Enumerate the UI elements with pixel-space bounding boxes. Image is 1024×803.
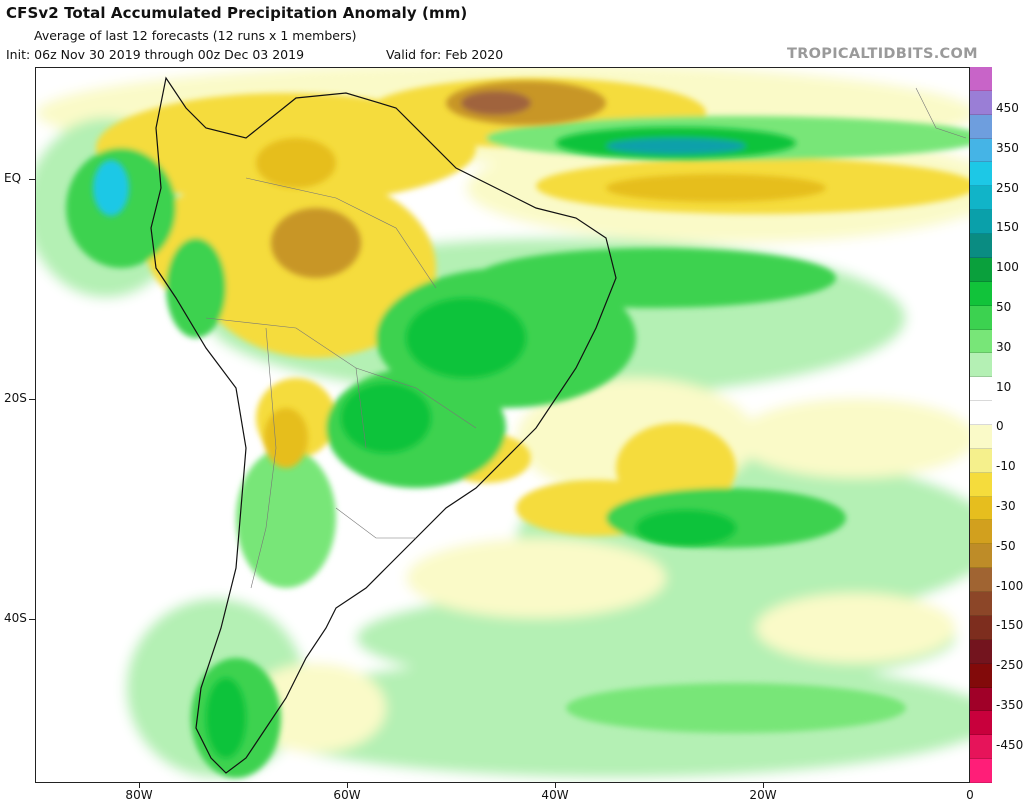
- colorbar-segment: [970, 377, 992, 402]
- init-time: Init: 06z Nov 30 2019 through 00z Dec 03…: [6, 47, 305, 62]
- colorbar-segment: [970, 114, 992, 139]
- lon-label-40w: 40W: [541, 788, 569, 802]
- colorbar-segment: [970, 186, 992, 211]
- colorbar-label: -50: [996, 538, 1016, 553]
- colorbar-segment: [970, 568, 992, 593]
- colorbar-segment: [970, 305, 992, 330]
- anomaly-field-strong: [93, 81, 826, 758]
- valid-time: Valid for: Feb 2020: [386, 47, 504, 62]
- colorbar-segment: [970, 544, 992, 569]
- lat-tick: [29, 619, 35, 620]
- lat-label-eq: EQ: [4, 171, 22, 185]
- colorbar-segment: [970, 425, 992, 449]
- colorbar-segment: [970, 759, 992, 783]
- colorbar-segment: [970, 234, 992, 258]
- colorbar-label: 250: [996, 180, 1019, 195]
- colorbar-segment: [970, 520, 992, 545]
- colorbar-label: -350: [996, 698, 1024, 712]
- chart-subtitle: Average of last 12 forecasts (12 runs x …: [34, 28, 357, 43]
- colorbar-label: 30: [996, 339, 1012, 354]
- colorbar-segment: [970, 67, 992, 91]
- lon-tick: [139, 783, 140, 788]
- lon-tick: [555, 783, 556, 788]
- colorbar-label: -100: [996, 578, 1024, 593]
- colorbar-label: -450: [996, 737, 1024, 752]
- lon-tick: [347, 783, 348, 788]
- colorbar-segment: [970, 401, 992, 425]
- colorbar-segment: [970, 663, 992, 688]
- colorbar-segment: [970, 210, 992, 235]
- lon-label-0: 0: [966, 788, 974, 802]
- precip-anomaly-map: [35, 67, 970, 783]
- colorbar-segment: [970, 711, 992, 736]
- lon-label-60w: 60W: [333, 788, 361, 802]
- colorbar-segment: [970, 639, 992, 664]
- lat-tick: [29, 399, 35, 400]
- coastline: [150, 76, 617, 774]
- chart-title: CFSv2 Total Accumulated Precipitation An…: [6, 4, 468, 22]
- colorbar-label: -150: [996, 618, 1024, 633]
- colorbar-segment: [970, 90, 992, 115]
- lat-label-20s: 20S: [4, 391, 27, 405]
- lat-label-40s: 40S: [4, 611, 27, 625]
- colorbar-segment: [970, 281, 992, 306]
- colorbar-label: 50: [996, 300, 1012, 314]
- colorbar-segment: [970, 615, 992, 640]
- borders: [205, 87, 967, 589]
- colorbar-label: 350: [996, 140, 1019, 155]
- lat-tick: [29, 179, 35, 180]
- colorbar-label: 0: [996, 419, 1004, 434]
- colorbar-segment: [970, 687, 992, 712]
- colorbar-label: 150: [996, 220, 1019, 235]
- colorbar-segment: [970, 353, 992, 378]
- colorbar-segment: [970, 162, 992, 187]
- map-svg: [36, 68, 969, 782]
- colorbar-label: 450: [996, 101, 1019, 115]
- colorbar-segment: [970, 592, 992, 616]
- colorbar: [970, 67, 992, 783]
- colorbar-label: 100: [996, 260, 1019, 275]
- lon-label-80w: 80W: [125, 788, 153, 802]
- colorbar-segment: [970, 496, 992, 521]
- colorbar-segment: [970, 735, 992, 760]
- colorbar-segment: [970, 138, 992, 163]
- colorbar-label: -10: [996, 459, 1016, 474]
- colorbar-segment: [970, 472, 992, 497]
- lon-tick: [763, 783, 764, 788]
- colorbar-label: -30: [996, 499, 1016, 513]
- brand-watermark: TROPICALTIDBITS.COM: [787, 46, 978, 62]
- colorbar-segment: [970, 329, 992, 354]
- colorbar-label: -250: [996, 658, 1024, 673]
- lon-label-20w: 20W: [749, 788, 777, 802]
- colorbar-segment: [970, 257, 992, 282]
- colorbar-label: 10: [996, 379, 1012, 394]
- colorbar-segment: [970, 448, 992, 473]
